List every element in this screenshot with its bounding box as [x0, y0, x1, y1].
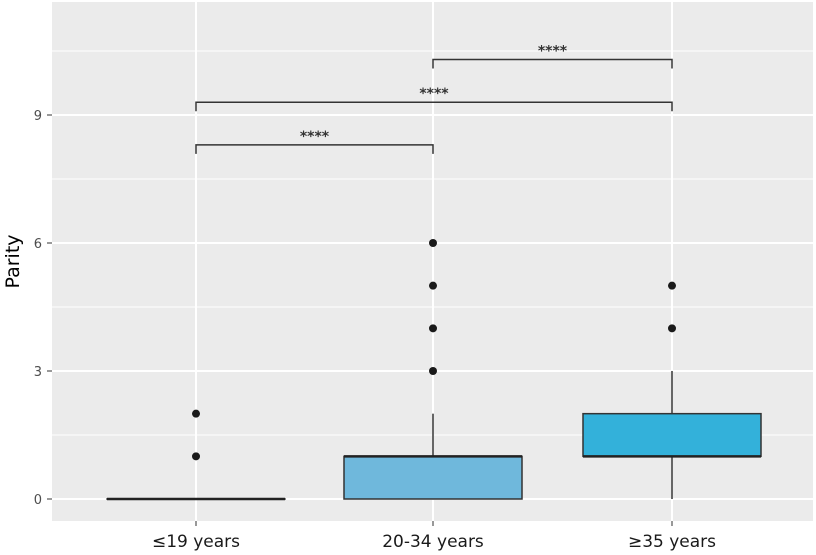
- significance-label: ****: [300, 129, 330, 145]
- outlier-point: [192, 452, 200, 461]
- box-2: [582, 371, 762, 499]
- significance-bracket: ****: [432, 44, 673, 69]
- outlier-point: [429, 239, 437, 247]
- boxes: [106, 371, 762, 501]
- outlier-point: [429, 367, 437, 375]
- outlier-point: [429, 324, 437, 333]
- bracket-line: [432, 58, 673, 69]
- bracket-line: [195, 144, 434, 154]
- y-tick-label: 9: [34, 109, 42, 124]
- y-tick-label: 6: [34, 237, 42, 252]
- x-tick-label: ≥35 years: [628, 532, 716, 552]
- outlier-points: [192, 239, 676, 461]
- significance-brackets: **** **** ****: [195, 44, 673, 154]
- significance-bracket: ****: [195, 129, 434, 154]
- outlier-point: [429, 281, 437, 290]
- significance-bracket: ****: [195, 86, 673, 112]
- significance-label: ****: [538, 44, 568, 60]
- y-axis-title: Parity: [2, 234, 24, 288]
- outlier-point: [668, 281, 676, 290]
- x-tick-labels: ≤19 years 20-34 years ≥35 years: [152, 521, 716, 552]
- y-tick-labels: 0 3 6 9: [34, 109, 52, 508]
- significance-label: ****: [419, 86, 449, 102]
- outlier-point: [192, 409, 200, 418]
- bracket-line: [195, 101, 673, 112]
- x-tick-label: ≤19 years: [152, 532, 240, 552]
- outlier-point: [668, 324, 676, 333]
- box-body: [582, 412, 762, 458]
- box-body: [343, 455, 523, 500]
- box-1: [343, 413, 523, 500]
- y-tick-label: 3: [34, 365, 42, 380]
- y-tick-label: 0: [34, 493, 42, 508]
- x-tick-label: 20-34 years: [382, 532, 484, 552]
